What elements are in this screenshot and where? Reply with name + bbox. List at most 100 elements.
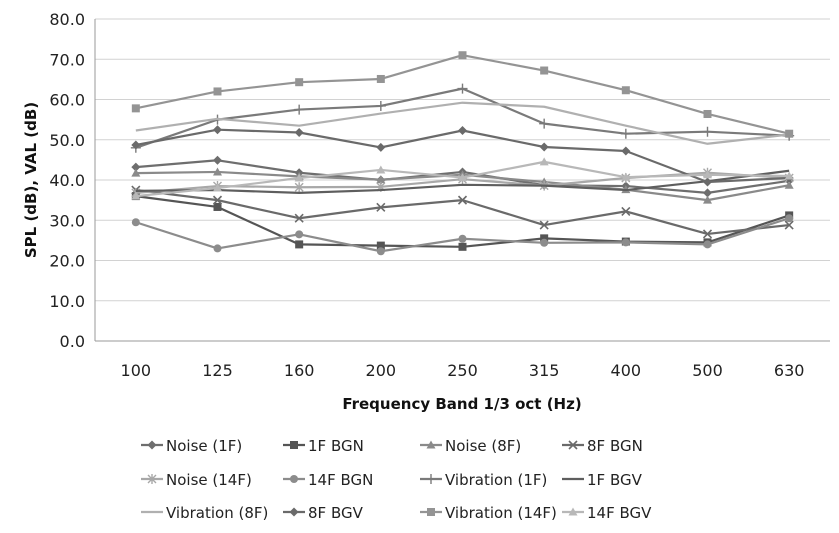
series-group	[131, 185, 794, 239]
data-point	[376, 74, 385, 83]
data-point	[376, 175, 386, 184]
x-axis-title: Frequency Band 1/3 oct (Hz)	[342, 395, 581, 413]
legend-item: Vibration (14F)	[420, 504, 557, 522]
x-tick-label: 100	[121, 361, 152, 380]
data-point	[295, 240, 304, 249]
data-point	[376, 241, 385, 250]
x-tick-label: 200	[366, 361, 397, 380]
data-point	[213, 183, 222, 192]
data-point	[131, 218, 140, 227]
series-line	[135, 101, 790, 145]
legend-label: Noise (8F)	[445, 437, 521, 455]
data-point	[785, 214, 794, 223]
data-point	[295, 230, 304, 239]
legend-swatch-marker	[427, 508, 435, 516]
legend-label: 14F BGN	[308, 471, 373, 489]
legend-swatch-marker	[289, 507, 299, 517]
legend-swatch-marker	[147, 440, 157, 450]
data-point	[376, 142, 386, 152]
y-tick-label: 40.0	[49, 171, 85, 190]
data-point	[458, 242, 467, 251]
data-point	[540, 66, 549, 75]
data-point	[621, 86, 630, 95]
series-group	[135, 169, 790, 194]
series-group	[131, 51, 794, 138]
legend-label: 14F BGV	[587, 504, 652, 522]
y-axis-title: SPL (dB), VAL (dB)	[22, 102, 40, 258]
legend-label: Noise (1F)	[166, 437, 242, 455]
legend-label: Vibration (1F)	[445, 471, 547, 489]
data-point	[539, 157, 549, 166]
data-point	[621, 206, 631, 216]
legend-item: 1F BGN	[283, 437, 364, 455]
y-tick-label: 50.0	[49, 131, 85, 150]
legend-swatch-marker	[568, 440, 578, 450]
data-point	[539, 220, 549, 230]
x-tick-label: 125	[202, 361, 233, 380]
legend-item: Noise (8F)	[420, 437, 521, 455]
data-point	[213, 87, 222, 96]
data-point	[703, 188, 712, 198]
series-group	[131, 214, 794, 256]
data-point	[376, 247, 385, 256]
data-point	[784, 220, 794, 230]
data-point	[376, 165, 386, 174]
legend-swatch-marker	[290, 475, 298, 483]
x-tick-label: 250	[447, 361, 478, 380]
x-tick-label: 500	[692, 361, 723, 380]
series-group	[131, 125, 794, 187]
data-point	[375, 100, 386, 111]
data-point	[131, 104, 140, 113]
series-line	[135, 169, 790, 194]
data-point	[213, 244, 222, 253]
legend-label: Vibration (14F)	[445, 504, 557, 522]
data-point	[294, 104, 305, 115]
series-group	[131, 157, 794, 200]
y-tick-label: 80.0	[49, 10, 85, 29]
legend-item: 14F BGN	[283, 471, 373, 489]
x-tick-label: 315	[529, 361, 560, 380]
legend-swatch-marker	[290, 441, 298, 449]
data-point	[621, 172, 631, 181]
data-point	[295, 78, 304, 87]
legend-label: Vibration (8F)	[166, 504, 268, 522]
data-point	[703, 170, 712, 179]
x-tick-label: 630	[774, 361, 805, 380]
data-point	[212, 195, 223, 205]
data-point	[458, 234, 467, 243]
legend-item: Vibration (8F)	[141, 504, 268, 522]
legend-item: 8F BGN	[562, 437, 643, 455]
series-line	[135, 87, 790, 149]
y-tick-label: 30.0	[49, 211, 85, 230]
legend-item: Noise (14F)	[141, 471, 252, 489]
data-point	[294, 182, 304, 193]
data-point	[703, 177, 712, 187]
data-point	[540, 234, 549, 243]
legend-item: Noise (1F)	[141, 437, 242, 455]
legend-swatch-marker	[426, 440, 436, 449]
x-axis-ticks: 100 125 160 200 250 315 400 500 630	[121, 361, 805, 380]
x-tick-label: 400	[611, 361, 642, 380]
data-point	[621, 238, 630, 247]
data-point	[131, 162, 141, 172]
data-point	[213, 167, 222, 176]
legend: Noise (1F) 1F BGN Noise (8F) 8F BGN Noise (1…	[141, 437, 652, 522]
y-tick-label: 10.0	[49, 292, 85, 311]
data-point	[784, 171, 794, 180]
data-point	[458, 125, 467, 135]
data-point	[131, 168, 141, 177]
data-point	[213, 155, 222, 165]
data-point	[457, 195, 468, 205]
legend-swatch-marker	[568, 507, 578, 516]
data-point	[131, 191, 141, 200]
data-point	[540, 238, 549, 247]
legend-item: 14F BGV	[562, 504, 652, 522]
series-group	[130, 83, 795, 153]
data-point	[621, 146, 631, 156]
x-tick-label: 160	[284, 361, 315, 380]
legend-item: 1F BGV	[562, 471, 643, 489]
data-point	[785, 129, 794, 138]
legend-label: 1F BGV	[587, 471, 643, 489]
data-point	[539, 142, 549, 152]
